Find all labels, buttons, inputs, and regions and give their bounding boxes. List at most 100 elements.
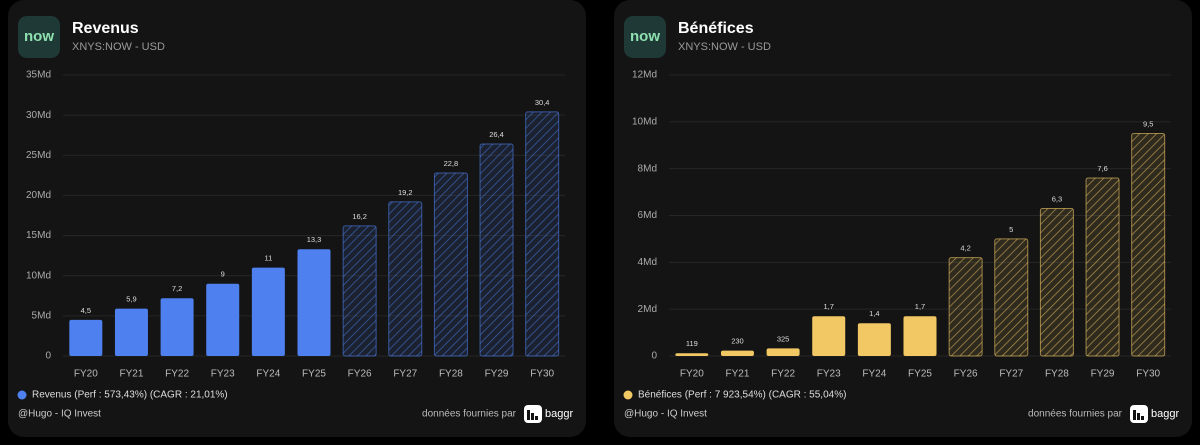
value-label: 5 (1009, 225, 1013, 234)
source-icon-bar (535, 416, 538, 420)
x-tick-label: FY23 (211, 369, 235, 380)
value-label: 230 (731, 337, 744, 346)
source-icon-bar (1137, 413, 1140, 420)
x-tick-label: FY28 (1045, 369, 1069, 380)
value-label: 119 (686, 339, 698, 348)
x-tick-label: FY22 (165, 369, 189, 380)
y-tick-label: 25Md (26, 150, 51, 161)
x-tick-label: FY26 (348, 369, 372, 380)
bar (206, 283, 240, 356)
y-tick-label: 15Md (26, 230, 51, 241)
bar-estimate (342, 225, 377, 357)
value-label: 11 (264, 254, 272, 263)
source-label: données fournies par (422, 409, 517, 420)
value-label: 6,3 (1052, 194, 1062, 203)
chart-subtitle: XNYS:NOW - USD (678, 41, 771, 53)
source-icon-bar (527, 410, 530, 420)
x-tick-label: FY27 (393, 369, 417, 380)
bar (812, 316, 846, 356)
source-name: baggr (1151, 408, 1179, 420)
bar (857, 323, 891, 356)
bar (903, 316, 937, 356)
value-label: 9,5 (1143, 120, 1153, 129)
source-label: données fournies par (1028, 409, 1123, 420)
logo-box (18, 16, 60, 58)
y-tick-label: 0 (651, 351, 657, 362)
value-label: 325 (777, 334, 790, 343)
x-tick-label: FY21 (726, 369, 750, 380)
footer-credit: @Hugo - IQ Invest (624, 409, 707, 420)
x-tick-label: FY30 (1136, 369, 1160, 380)
x-tick-label: FY27 (999, 369, 1023, 380)
y-tick-label: 6Md (638, 210, 657, 221)
bar-estimate (388, 201, 423, 357)
logo-box (624, 16, 666, 58)
value-label: 30,4 (535, 98, 550, 107)
value-label: 26,4 (489, 130, 504, 139)
logo-text: now (630, 28, 660, 45)
x-tick-label: FY24 (862, 369, 886, 380)
y-tick-label: 35Md (26, 70, 51, 81)
value-label: 9 (221, 270, 225, 279)
x-tick-label: FY30 (530, 369, 554, 380)
bar-estimate (1039, 207, 1074, 357)
x-tick-label: FY24 (256, 369, 280, 380)
chart-subtitle: XNYS:NOW - USD (72, 41, 165, 53)
y-tick-label: 20Md (26, 190, 51, 201)
logo-text: now (24, 28, 54, 45)
y-tick-label: 2Md (638, 304, 657, 315)
y-tick-label: 4Md (638, 257, 657, 268)
value-label: 22,8 (444, 159, 459, 168)
source-icon-bar (1133, 410, 1136, 420)
x-tick-label: FY29 (485, 369, 509, 380)
bar (114, 308, 148, 356)
x-tick-label: FY25 (302, 369, 326, 380)
y-tick-label: 0 (45, 351, 51, 362)
value-label: 1,4 (869, 309, 879, 318)
bar-estimate (479, 143, 514, 357)
value-label: 19,2 (398, 188, 413, 197)
x-tick-label: FY21 (120, 369, 144, 380)
y-tick-label: 5Md (32, 310, 51, 321)
value-label: 1,7 (824, 302, 834, 311)
bar-estimate (1131, 133, 1166, 357)
x-tick-label: FY23 (817, 369, 841, 380)
value-label: 1,7 (915, 302, 925, 311)
value-label: 16,2 (352, 212, 367, 221)
bar (297, 249, 331, 356)
x-tick-label: FY28 (439, 369, 463, 380)
x-tick-label: FY29 (1091, 369, 1115, 380)
y-tick-label: 10Md (632, 116, 657, 127)
x-tick-label: FY22 (771, 369, 795, 380)
legend-label: Revenus (Perf : 573,43%) (CAGR : 21,01%) (32, 390, 228, 401)
value-label: 7,6 (1097, 164, 1107, 173)
x-tick-label: FY20 (74, 369, 98, 380)
legend-label: Bénéfices (Perf : 7 923,54%) (CAGR : 55,… (638, 390, 846, 401)
bar (766, 348, 800, 356)
y-tick-label: 8Md (638, 163, 657, 174)
bar (720, 350, 754, 356)
source-icon-bar (531, 413, 534, 420)
bar (160, 298, 194, 356)
value-label: 4,2 (960, 244, 970, 253)
x-tick-label: FY26 (954, 369, 978, 380)
bar-estimate (1085, 177, 1120, 357)
chart-title: Revenus (72, 20, 139, 37)
value-label: 4,5 (81, 306, 91, 315)
footer-credit: @Hugo - IQ Invest (18, 409, 101, 420)
bar-estimate (948, 257, 983, 357)
source-name: baggr (545, 408, 573, 420)
x-tick-label: FY25 (908, 369, 932, 380)
bar (69, 319, 103, 356)
legend-marker (623, 390, 633, 400)
y-tick-label: 30Md (26, 110, 51, 121)
value-label: 13,3 (307, 235, 322, 244)
source-icon-bar (1141, 416, 1144, 420)
bar (675, 353, 709, 356)
bar-estimate (433, 172, 468, 357)
bar (251, 267, 285, 356)
bar-estimate (525, 111, 560, 357)
y-tick-label: 12Md (632, 70, 657, 81)
x-tick-label: FY20 (680, 369, 704, 380)
